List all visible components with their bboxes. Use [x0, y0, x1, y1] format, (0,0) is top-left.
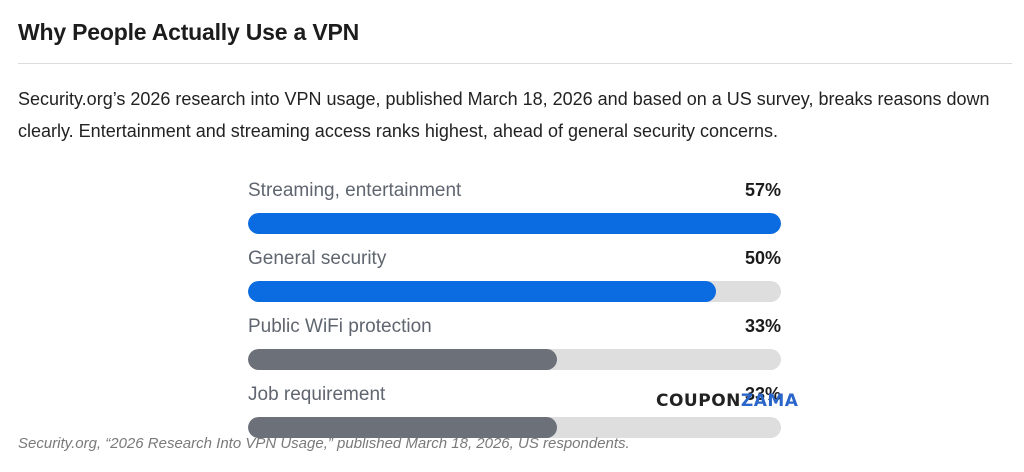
bar-category-label: Streaming, entertainment	[248, 180, 462, 201]
watermark-part-1: COUPON	[656, 391, 741, 411]
couponzama-watermark-logo: COUPONZAMA	[656, 391, 798, 411]
bar-category-label: Job requirement	[248, 384, 386, 405]
bar-fill	[248, 349, 557, 370]
bar-track	[248, 349, 781, 370]
bar-value-label: 33%	[744, 316, 781, 336]
source-citation: Security.org, “2026 Research Into VPN Us…	[18, 435, 630, 452]
chart-row: Streaming, entertainment 57%	[248, 178, 781, 246]
bar-track	[248, 213, 781, 234]
bar-fill	[248, 417, 557, 438]
bar-category-label: Public WiFi protection	[248, 316, 432, 337]
vpn-reasons-bar-chart: Streaming, entertainment 57% General secur…	[248, 178, 781, 450]
bar-category-label: General security	[248, 248, 387, 269]
chart-row-header: General security 50%	[248, 248, 781, 274]
watermark-part-2: ZAMA	[740, 391, 799, 411]
chart-row-header: Public WiFi protection 33%	[248, 316, 781, 342]
heading-divider	[18, 63, 1012, 64]
bar-fill	[248, 213, 781, 234]
chart-row-header: Streaming, entertainment 57%	[248, 180, 781, 206]
chart-row: Public WiFi protection 33%	[248, 314, 781, 382]
bar-value-label: 57%	[744, 180, 781, 200]
bar-track	[248, 417, 781, 438]
chart-row: General security 50%	[248, 246, 781, 314]
bar-fill	[248, 281, 716, 302]
chart-row-header: Job requirement 33%	[248, 384, 781, 410]
bar-track	[248, 281, 781, 302]
section-heading: Why People Actually Use a VPN	[18, 19, 360, 45]
bar-value-label: 50%	[744, 248, 781, 268]
intro-paragraph: Security.org’s 2026 research into VPN us…	[18, 89, 990, 141]
bar-value-label: 33%	[744, 384, 781, 404]
chart-row: Job requirement 33%	[248, 382, 781, 450]
